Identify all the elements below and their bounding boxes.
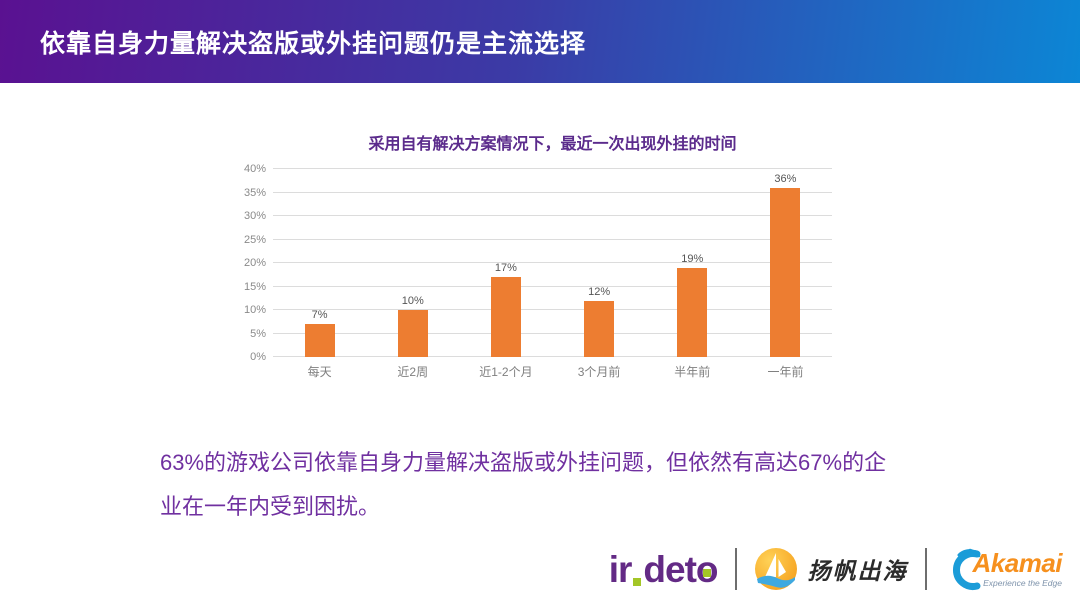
summary-text: 63%的游戏公司依靠自身力量解决盗版或外挂问题，但依然有高达67%的企 业在一年… [160, 441, 960, 529]
y-tick-label: 35% [243, 186, 266, 199]
y-tick-label: 0% [250, 351, 266, 363]
x-tick-label: 3个月前 [577, 365, 621, 379]
x-tick-label: 每天 [307, 365, 332, 379]
yangfan-logo-text: 扬帆出海 [807, 558, 908, 584]
x-tick-label: 半年前 [674, 365, 711, 379]
akamai-text-column: Akamai Experience the Edge [973, 550, 1063, 588]
akamai-swoosh-icon [952, 548, 980, 590]
bar-value-label: 12% [588, 285, 611, 298]
bar-slot: 17% [459, 169, 552, 357]
bar [677, 267, 708, 357]
irdeto-text-part3: o [695, 548, 719, 590]
y-tick-label: 40% [243, 163, 266, 175]
x-tick-label: 近1-2个月 [479, 365, 533, 379]
akamai-tagline: Experience the Edge [983, 578, 1062, 588]
y-tick-label: 20% [243, 257, 266, 269]
irdeto-text-part2: det [643, 548, 696, 590]
irdeto-logo: ir det o [608, 548, 719, 590]
bars-container: 7% 10% 17% 12% 19% 36% [273, 169, 832, 357]
y-axis-labels: 0% 5% 10% 15% 20% 25% 30% 35% 40% [230, 163, 266, 363]
bar-slot: 12% [553, 169, 646, 357]
gridline [273, 168, 832, 169]
bar-value-label: 10% [401, 295, 424, 307]
irdeto-green-dot-icon [633, 577, 642, 586]
y-tick-label: 15% [243, 280, 266, 293]
irdeto-text-part1: ir [608, 548, 633, 590]
akamai-logo: Akamai Experience the Edge [944, 546, 1063, 592]
bar [770, 187, 801, 357]
bar-slot: 19% [646, 169, 739, 357]
yangfan-sail-icon [754, 548, 797, 590]
gridline [273, 191, 832, 193]
page-title: 依靠自身力量解决盗版或外挂问题仍是主流选择 [40, 29, 587, 58]
x-tick-label: 近2周 [397, 365, 429, 379]
bar [490, 277, 521, 357]
akamai-logo-text: Akamai [972, 548, 1063, 578]
bar-chart: 采用自有解决方案情况下，最近一次出现外挂的时间 0% 5% 10% 15% 20% 25%… [230, 130, 850, 382]
gridline [273, 238, 832, 240]
header-banner: 依靠自身力量解决盗版或外挂问题仍是主流选择 [0, 0, 1080, 83]
bar-slot: 36% [739, 169, 832, 357]
summary-line: 业在一年内受到困扰。 [160, 494, 381, 519]
bar-value-label: 17% [494, 262, 517, 275]
y-tick-label: 10% [243, 304, 266, 316]
bar-value-label: 19% [681, 252, 704, 265]
gridline [273, 332, 832, 334]
footer-logos: ir det o 扬帆出海 Akamai [609, 538, 1062, 600]
gridline [273, 309, 832, 310]
gridline [273, 262, 832, 263]
bar [584, 300, 615, 357]
bar-value-label: 7% [311, 309, 328, 322]
bar-slot: 7% [273, 169, 366, 357]
chart-title: 采用自有解决方案情况下，最近一次出现外挂的时间 [368, 136, 737, 153]
x-tick-label: 一年前 [767, 365, 804, 379]
footer-divider [924, 548, 927, 590]
y-tick-label: 5% [250, 327, 266, 340]
gridline [273, 356, 832, 357]
summary-line: 63%的游戏公司依靠自身力量解决盗版或外挂问题，但依然有高达67%的企 [160, 450, 887, 475]
bar-value-label: 36% [774, 172, 797, 185]
gridline [273, 215, 832, 216]
y-tick-label: 30% [243, 210, 266, 222]
bar [397, 310, 428, 357]
footer-divider [734, 548, 737, 590]
y-tick-label: 25% [243, 233, 266, 246]
bar [304, 324, 335, 357]
gridline [273, 285, 832, 287]
x-axis-labels: 每天 近2周 近1-2个月 3个月前 半年前 一年前 [273, 363, 832, 380]
bar-slot: 10% [366, 169, 459, 357]
yangfan-logo: 扬帆出海 [754, 547, 908, 591]
plot-area: 7% 10% 17% 12% 19% 36% [273, 168, 832, 357]
